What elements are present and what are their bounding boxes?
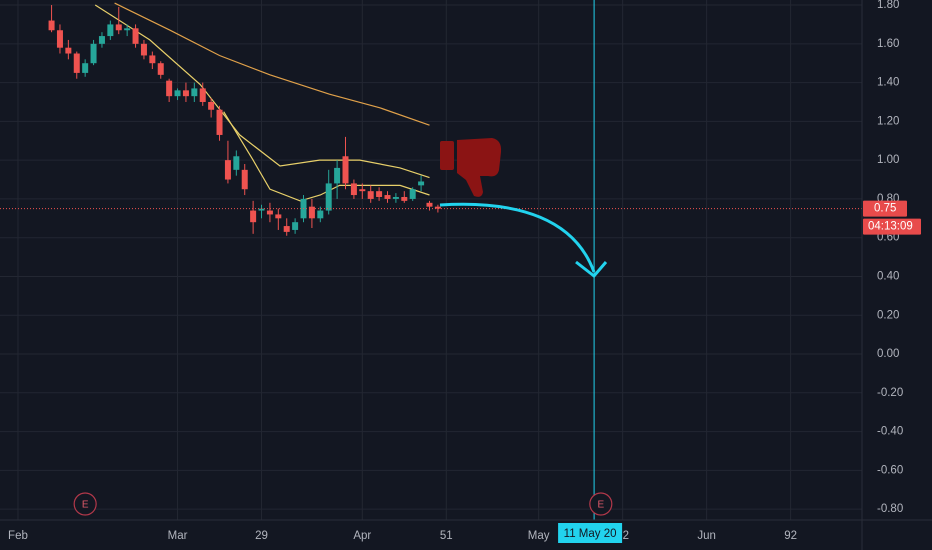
candle-body xyxy=(208,101,215,110)
candle-body xyxy=(376,191,383,197)
candle-body xyxy=(90,43,97,64)
candle-body xyxy=(199,88,206,102)
moving-average xyxy=(94,4,430,179)
candle-body xyxy=(98,36,105,44)
candle-body xyxy=(241,169,248,190)
y-tick-label: -0.80 xyxy=(877,503,903,515)
y-tick-label: 1.00 xyxy=(877,154,899,166)
y-tick-label: -0.40 xyxy=(877,426,903,438)
candle-body xyxy=(359,189,366,192)
candle-body xyxy=(124,28,131,31)
cursor-box xyxy=(558,523,623,543)
candle-body xyxy=(157,63,164,75)
y-tick-label: -0.60 xyxy=(877,464,903,476)
last-price-label: 0.75 xyxy=(874,203,896,215)
candle-body xyxy=(166,80,173,97)
event-marker xyxy=(73,492,97,516)
candle-body xyxy=(250,210,257,223)
candle-body xyxy=(224,160,231,180)
candle-body xyxy=(233,156,240,170)
candle-body xyxy=(258,208,265,211)
candle-body xyxy=(132,28,139,44)
candle-body xyxy=(384,195,391,199)
candle-body xyxy=(56,30,63,48)
candle-body xyxy=(149,55,156,64)
candle-body xyxy=(73,53,80,73)
candle-body xyxy=(367,191,374,199)
y-tick-label: 0.60 xyxy=(877,232,899,244)
x-tick-label: May xyxy=(528,530,550,542)
x-tick-label: Apr xyxy=(353,530,371,542)
forecast-arrow xyxy=(439,202,596,273)
candle-body xyxy=(107,24,114,37)
countdown-label: 04:13:09 xyxy=(868,221,913,233)
candle-body xyxy=(275,214,282,219)
y-tick-label: 1.40 xyxy=(877,77,899,89)
candle-body xyxy=(325,183,332,211)
axes: 1.801.601.401.201.000.800.600.400.200.00… xyxy=(8,0,921,543)
candle-body xyxy=(266,210,273,215)
moving-average xyxy=(223,111,430,202)
y-tick-label: 1.80 xyxy=(877,0,899,11)
candle-body xyxy=(283,226,290,232)
candle-body xyxy=(308,206,315,219)
candle-body xyxy=(434,206,441,209)
candle-body xyxy=(115,24,122,31)
x-tick-label: Feb xyxy=(8,530,28,542)
candle-body xyxy=(317,210,324,219)
candle-body xyxy=(401,196,408,201)
event-label: E xyxy=(82,500,89,511)
candle-body xyxy=(392,196,399,199)
x-tick-label: Mar xyxy=(168,530,188,542)
candle-body xyxy=(182,90,189,97)
thumbs-down-icon xyxy=(440,138,502,197)
x-tick-label: 29 xyxy=(255,530,268,542)
candle-body xyxy=(216,109,223,135)
y-tick-label: -0.20 xyxy=(877,387,903,399)
cursor-label: 11 May 20 xyxy=(564,528,617,540)
candle-body xyxy=(292,222,299,230)
y-tick-label: 0.20 xyxy=(877,309,899,321)
y-tick-label: 0.00 xyxy=(877,348,899,360)
candle-body xyxy=(174,90,181,97)
candle-body xyxy=(409,189,416,199)
candle-body xyxy=(48,20,55,31)
candle-body xyxy=(426,202,433,207)
candle-body xyxy=(350,183,357,196)
countdown-box xyxy=(863,218,921,235)
event-label: E xyxy=(597,500,604,511)
x-tick-label: Jun xyxy=(697,530,716,542)
candle-body xyxy=(140,43,147,56)
y-tick-label: 1.60 xyxy=(877,38,899,50)
last-price-box xyxy=(863,200,907,217)
candle-body xyxy=(191,88,198,97)
moving-average xyxy=(114,2,430,126)
candle-body xyxy=(65,47,72,54)
grid xyxy=(0,0,862,520)
x-tick-label: 51 xyxy=(440,530,453,542)
x-tick-label: 92 xyxy=(784,530,797,542)
y-tick-label: 1.20 xyxy=(877,115,899,127)
candle-body xyxy=(82,63,89,73)
forecast-arrowhead xyxy=(575,260,608,279)
event-marker xyxy=(589,492,613,516)
candle-body xyxy=(334,167,341,184)
candle-body xyxy=(418,181,425,186)
candle-body xyxy=(342,156,349,184)
y-tick-label: 0.40 xyxy=(877,271,899,283)
